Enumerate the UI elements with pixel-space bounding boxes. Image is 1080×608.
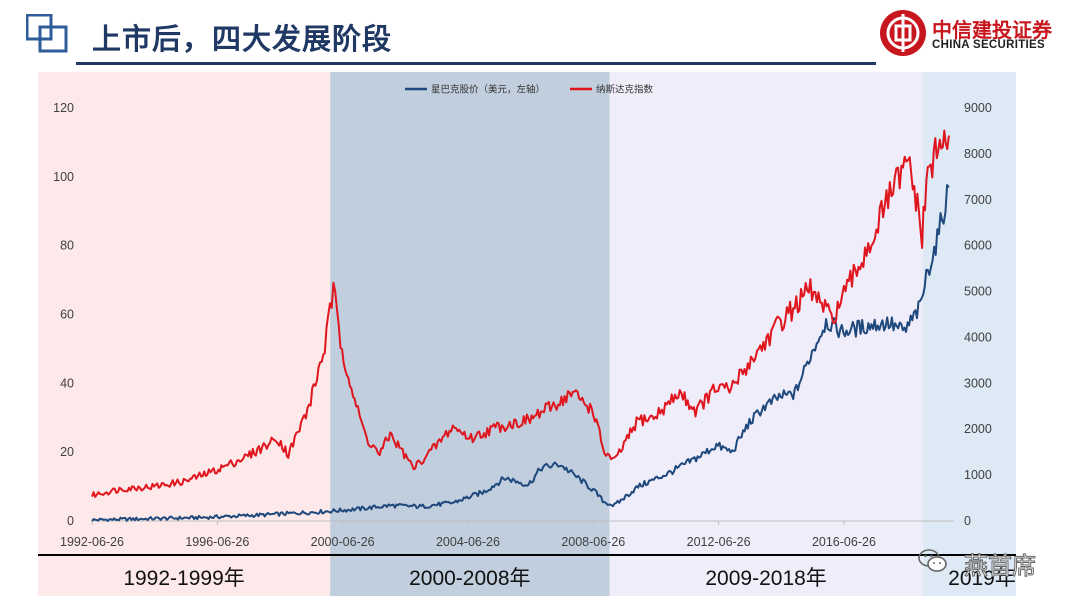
series-line-2 <box>91 129 950 498</box>
x-tick-label: 2000-06-26 <box>311 535 375 549</box>
title-underline <box>76 62 876 65</box>
x-tick-label: 2012-06-26 <box>687 535 751 549</box>
wechat-icon <box>918 548 948 574</box>
section-logo-icon <box>25 13 70 54</box>
y-right-tick-label: 9000 <box>964 101 992 115</box>
y-right-tick-label: 3000 <box>964 376 992 390</box>
y-left-tick-label: 80 <box>60 239 74 253</box>
stage-label-3: 2009-2018年 <box>705 567 827 590</box>
stage-label-2: 2000-2008年 <box>409 567 531 590</box>
page-title: 上市后，四大发展阶段 <box>92 22 393 56</box>
y-left-tick-label: 20 <box>60 445 74 459</box>
stage-label-4: 2019年 <box>948 567 1016 590</box>
brand-name-en: CHINA SECURITIES <box>932 39 1045 51</box>
y-left-tick-label: 60 <box>60 308 74 322</box>
y-right-tick-label: 1000 <box>964 468 992 482</box>
y-right-tick-label: 8000 <box>964 147 992 161</box>
brand-logo: 中信建投证券 CHINA SECURITIES <box>880 8 1070 58</box>
x-tick-label: 2004-06-26 <box>436 535 500 549</box>
stage-band-4 <box>922 72 1016 596</box>
stage-band-2 <box>330 72 610 596</box>
y-right-tick-label: 4000 <box>964 330 992 344</box>
y-left-tick-label: 0 <box>67 514 74 528</box>
brand-name-cn: 中信建投证券 <box>932 18 1052 42</box>
series-line-1 <box>91 184 950 522</box>
x-tick-label: 1992-06-26 <box>60 535 124 549</box>
watermark-text: 燕首席 <box>964 552 1037 581</box>
y-right-tick-label: 7000 <box>964 193 992 207</box>
y-right-tick-label: 5000 <box>964 285 992 299</box>
y-left-tick-label: 40 <box>60 376 74 390</box>
x-tick-label: 1996-06-26 <box>185 535 249 549</box>
legend-label-2: 纳斯达克指数 <box>596 84 654 96</box>
y-right-tick-label: 6000 <box>964 239 992 253</box>
stage-band-1 <box>38 72 331 596</box>
stage-label-1: 1992-1999年 <box>123 567 245 590</box>
y-right-tick-label: 0 <box>964 514 971 528</box>
x-tick-label: 2016-06-26 <box>812 535 876 549</box>
x-tick-label: 2008-06-26 <box>561 535 625 549</box>
y-left-tick-label: 120 <box>53 101 74 115</box>
legend-label-1: 星巴克股价（美元，左轴） <box>431 84 545 96</box>
y-left-tick-label: 100 <box>53 170 74 184</box>
citic-emblem-icon <box>880 10 926 56</box>
stage-band-3 <box>609 72 923 596</box>
watermark: 燕首席 <box>918 542 1058 582</box>
y-right-tick-label: 2000 <box>964 422 992 436</box>
